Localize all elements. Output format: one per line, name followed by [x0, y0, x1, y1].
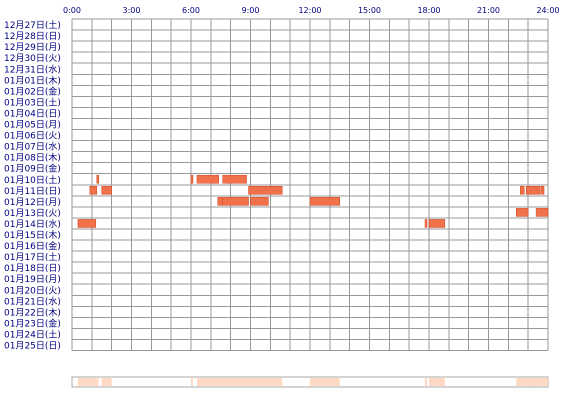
row-label: 01月09日(金) [4, 163, 61, 175]
activity-block [525, 186, 541, 195]
x-tick-label: 24:00 [536, 6, 559, 15]
row-label: 01月23日(金) [4, 317, 61, 329]
activity-block [190, 174, 194, 184]
summary-bar [71, 376, 549, 388]
activity-block [516, 208, 529, 217]
summary-segment [96, 378, 99, 386]
summary-segment [310, 378, 340, 386]
x-tick-label: 9:00 [242, 6, 260, 15]
row-label: 01月21日(水) [4, 295, 61, 307]
row-label: 01月04日(日) [4, 108, 61, 119]
row-labels: 12月27日(土)12月28日(日)12月29日(月)12月30日(火)12月3… [4, 19, 61, 351]
summary-segment [101, 378, 112, 386]
activity-block [309, 197, 340, 206]
summary-segment [217, 378, 223, 386]
activity-block [428, 219, 446, 228]
x-tick-label: 15:00 [358, 6, 381, 15]
x-tick-label: 3:00 [123, 6, 141, 15]
row-label: 12月30日(火) [4, 53, 61, 64]
row-label: 01月01日(木) [4, 74, 61, 86]
activity-block [217, 197, 223, 206]
x-tick-label: 12:00 [298, 6, 321, 15]
row-label: 12月28日(日) [4, 31, 61, 42]
activity-block [196, 174, 220, 184]
row-label: 01月25日(日) [4, 341, 61, 352]
summary-segment [425, 378, 428, 386]
activity-block [222, 197, 249, 206]
activity-blocks [77, 174, 549, 228]
row-label: 01月02日(金) [4, 85, 61, 97]
row-label: 01月11日(日) [4, 186, 61, 197]
activity-block [250, 197, 269, 206]
summary-segment [250, 378, 269, 386]
row-label: 01月18日(日) [4, 263, 61, 274]
summary-segment [429, 378, 445, 386]
activity-block [248, 186, 283, 195]
x-tick-label: 6:00 [182, 6, 200, 15]
row-label: 01月10日(土) [4, 174, 61, 186]
row-label: 01月14日(水) [4, 218, 61, 230]
summary-segment [77, 378, 96, 386]
row-label: 01月22日(木) [4, 306, 61, 318]
row-label: 01月08日(木) [4, 152, 61, 164]
row-label: 12月29日(月) [4, 42, 61, 53]
activity-block [540, 186, 545, 195]
summary-segment [196, 378, 219, 386]
summary-segment [191, 378, 193, 386]
grid [71, 18, 549, 351]
row-label: 01月16日(金) [4, 240, 61, 252]
activity-block [89, 186, 98, 195]
summary-segment [536, 378, 548, 386]
activity-block [424, 219, 428, 228]
row-label: 01月20日(火) [4, 285, 61, 296]
summary-segment [516, 378, 529, 386]
x-tick-label: 21:00 [477, 6, 500, 15]
activity-block [96, 174, 100, 184]
row-label: 12月31日(水) [4, 63, 61, 75]
row-label: 12月27日(土) [4, 19, 61, 31]
row-label: 01月07日(水) [4, 141, 61, 153]
row-label: 01月03日(土) [4, 96, 61, 108]
x-tick-label: 0:00 [63, 6, 81, 15]
row-label: 01月19日(月) [4, 274, 61, 285]
activity-block [222, 174, 247, 184]
x-tick-label: 18:00 [417, 6, 440, 15]
activity-block [519, 186, 525, 195]
row-label: 01月24日(土) [4, 328, 61, 340]
row-label: 01月17日(土) [4, 251, 61, 263]
activity-block [77, 219, 97, 228]
x-tick-labels: 0:00 3:00 6:00 9:00 12:00 15:00 18:00 21:00 24:0… [63, 6, 560, 15]
summary-segment [222, 378, 249, 386]
row-label: 01月05日(月) [4, 120, 61, 131]
activity-block [101, 186, 112, 195]
summary-segment [526, 378, 541, 386]
row-label: 01月13日(火) [4, 208, 61, 219]
row-label: 01月06日(火) [4, 131, 61, 142]
row-label: 01月12日(月) [4, 197, 61, 208]
row-label: 01月15日(木) [4, 229, 61, 241]
activity-block [535, 208, 549, 217]
